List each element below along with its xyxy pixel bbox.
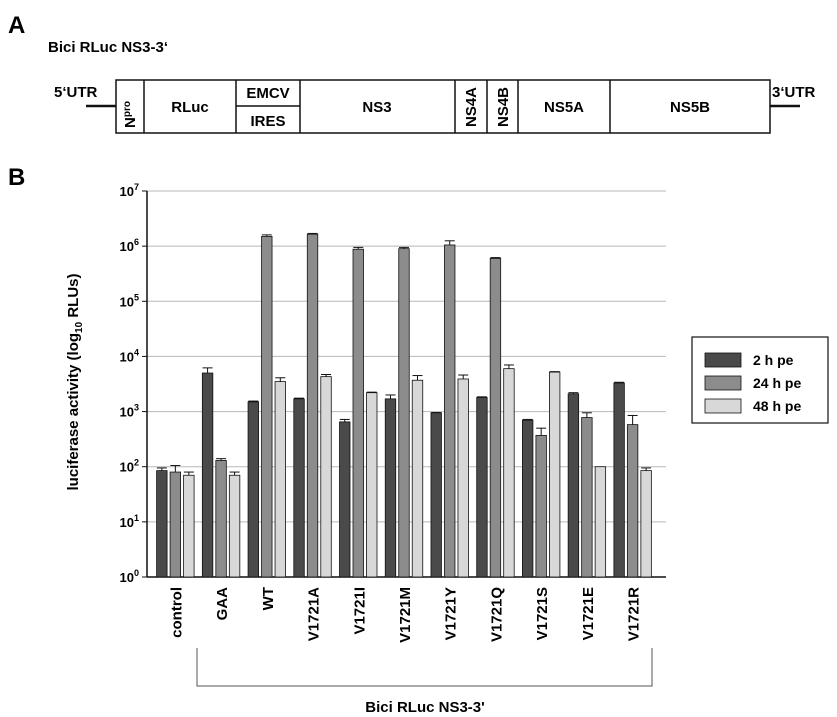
bar-v1721a-48h: [320, 376, 332, 578]
bar-v1721a-2h: [293, 398, 305, 578]
bar-control-48h: [183, 474, 195, 578]
utr3-label: 3‘UTR: [772, 84, 816, 101]
bar-v1721m-48h: [411, 379, 424, 578]
utr5-label: 5‘UTR: [54, 84, 98, 101]
bar-v1721y-48h: [457, 378, 469, 578]
y-tick-label: 105: [120, 292, 139, 309]
segment-ns4a: NS4A: [463, 87, 480, 127]
bar-v1721y-2h: [430, 412, 442, 578]
y-tick-label: 106: [120, 237, 139, 254]
x-category-label: V1721I: [351, 587, 368, 635]
legend-swatch-2h: [704, 352, 742, 368]
y-tick-label: 100: [120, 568, 139, 585]
x-category-label: V1721Y: [443, 587, 460, 640]
segment-rluc: RLuc: [171, 99, 209, 116]
x-category-label: V1721Q: [488, 587, 505, 642]
legend-swatch-24h: [704, 375, 742, 391]
segment-emcv: EMCV: [246, 85, 289, 102]
bar-v1721i-24h: [352, 248, 364, 578]
x-category-label: GAA: [214, 587, 231, 621]
panel-b-letter: B: [8, 164, 25, 191]
x-category-label: V1721S: [534, 587, 551, 640]
bar-v1721e-2h: [567, 393, 580, 578]
legend-label-48h: 48 h pe: [753, 398, 801, 414]
bar-v1721m-24h: [398, 248, 410, 578]
bar-gaa-48h: [228, 474, 241, 578]
bar-v1721q-48h: [503, 368, 515, 578]
bar-control-2h: [156, 470, 168, 578]
bar-v1721e-48h: [594, 466, 607, 578]
bar-v1721a-24h: [306, 233, 319, 578]
bar-v1721i-48h: [366, 392, 378, 578]
bar-v1721r-48h: [640, 470, 652, 578]
bar-v1721s-24h: [535, 434, 547, 578]
segment-ns5b: NS5B: [670, 99, 710, 116]
plot-area: 100 101 102 103 104 105 106 107 control GAA WT V172…: [120, 182, 666, 643]
bar-wt-2h: [247, 401, 259, 578]
bar-v1721s-2h: [522, 419, 534, 578]
x-category-label: V1721E: [580, 587, 597, 640]
bar-v1721r-2h: [613, 382, 625, 578]
group-label: Bici RLuc NS3-3': [365, 699, 484, 716]
legend-swatch-48h: [704, 398, 742, 414]
segment-ires: IRES: [250, 113, 285, 130]
segment-ns3: NS3: [362, 99, 391, 116]
bar-v1721e-24h: [581, 417, 593, 578]
bar-wt-48h: [274, 381, 286, 578]
bar-gaa-2h: [201, 372, 214, 578]
bar-gaa-24h: [215, 460, 227, 578]
segment-ns5a: NS5A: [544, 99, 584, 116]
x-category-label: control: [168, 587, 185, 638]
y-tick-label: 104: [120, 347, 139, 364]
segment-npro: Npro: [122, 101, 139, 128]
bar-v1721m-2h: [384, 398, 397, 578]
bar-v1721q-24h: [489, 257, 502, 578]
x-category-label: V1721A: [306, 587, 323, 641]
group-bracket: [196, 648, 653, 687]
bar-wt-24h: [261, 236, 273, 578]
x-category-label: WT: [260, 587, 277, 610]
bar-v1721q-2h: [476, 397, 488, 578]
y-tick-label: 102: [120, 458, 139, 475]
bar-v1721r-24h: [626, 424, 639, 578]
bar-v1721i-2h: [339, 421, 351, 578]
panel-a-title: Bici RLuc NS3-3‘: [48, 39, 168, 56]
bar-v1721y-24h: [444, 244, 456, 578]
y-tick-label: 101: [120, 513, 139, 530]
x-category-label: V1721M: [397, 587, 414, 643]
y-axis-label: luciferase activity (log10 RLUs): [65, 273, 85, 490]
bar-v1721s-48h: [549, 371, 561, 578]
legend-label-2h: 2 h pe: [753, 352, 794, 368]
legend-label-24h: 24 h pe: [753, 375, 801, 391]
y-tick-label: 107: [120, 182, 139, 199]
y-tick-label: 103: [120, 403, 139, 420]
genome-construct: [115, 79, 771, 134]
x-category-label: V1721R: [626, 587, 643, 641]
bar-control-24h: [169, 471, 182, 578]
segment-ns4b: NS4B: [495, 87, 512, 127]
panel-a-letter: A: [8, 12, 25, 39]
